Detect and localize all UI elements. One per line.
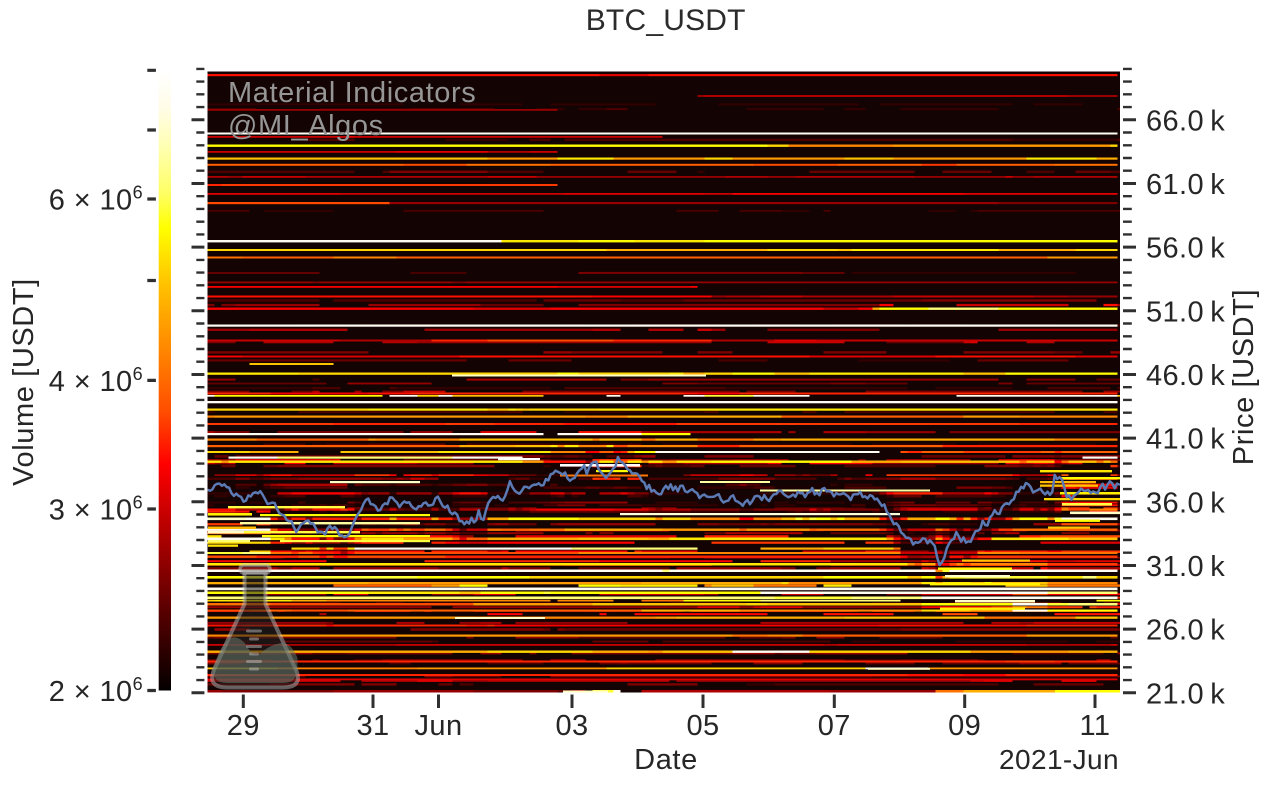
svg-text:Date: Date [634,744,698,776]
svg-text:6 × 106: 6 × 106 [49,183,143,217]
svg-text:51.0 k: 51.0 k [1146,296,1225,328]
svg-text:Volume [USDT]: Volume [USDT] [8,278,40,486]
svg-text:07: 07 [818,710,851,742]
svg-text:4 × 106: 4 × 106 [49,364,143,398]
svg-text:05: 05 [686,710,719,742]
svg-text:41.0 k: 41.0 k [1146,424,1225,456]
svg-text:11: 11 [1080,710,1111,742]
svg-text:@MI_Algos: @MI_Algos [228,110,384,142]
svg-text:66.0 k: 66.0 k [1146,105,1225,137]
svg-text:03: 03 [555,710,588,742]
svg-text:3 × 106: 3 × 106 [49,493,143,527]
svg-text:Material Indicators: Material Indicators [228,77,476,109]
svg-text:BTC_USDT: BTC_USDT [586,4,746,37]
svg-text:Jun: Jun [415,710,463,742]
svg-text:56.0 k: 56.0 k [1146,233,1225,265]
svg-text:29: 29 [227,710,260,742]
svg-text:2 × 106: 2 × 106 [49,674,143,708]
svg-text:Price [USDT]: Price [USDT] [1228,289,1260,465]
svg-text:36.0 k: 36.0 k [1146,487,1225,519]
svg-text:31: 31 [356,710,389,742]
svg-text:31.0 k: 31.0 k [1146,551,1225,583]
svg-text:21.0 k: 21.0 k [1146,678,1225,710]
svg-text:2021-Jun: 2021-Jun [999,744,1119,775]
svg-text:09: 09 [948,710,981,742]
svg-text:61.0 k: 61.0 k [1146,169,1225,201]
svg-text:26.0 k: 26.0 k [1146,615,1225,647]
svg-text:46.0 k: 46.0 k [1146,360,1225,392]
